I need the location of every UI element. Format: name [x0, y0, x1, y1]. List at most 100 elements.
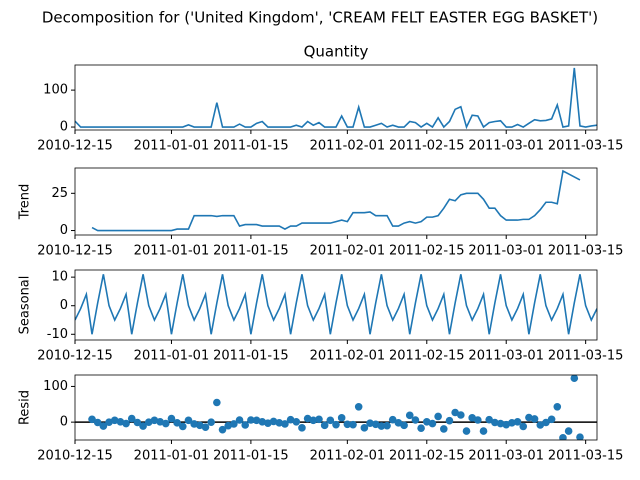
resid-point: [184, 416, 193, 425]
y-tick-label: 100: [43, 379, 68, 394]
resid-point: [525, 413, 533, 422]
x-tick-label: 2011-03-15: [548, 449, 624, 464]
resid-point: [508, 419, 516, 427]
resid-point: [383, 421, 391, 430]
x-tick-label: 2010-12-15: [37, 449, 113, 464]
x-tick-label: 2011-03-01: [468, 449, 544, 464]
resid-point: [343, 420, 352, 429]
x-tick-label: 2011-02-01: [310, 139, 386, 154]
resid-point: [570, 375, 579, 383]
x-tick-label: 2011-02-15: [389, 449, 465, 464]
chart-title: Decomposition for ('United Kingdom', 'CR…: [42, 9, 598, 27]
x-tick-label: 2011-02-15: [389, 244, 465, 259]
resid-point: [99, 422, 108, 430]
series-line: [91, 169, 581, 232]
resid-point: [457, 411, 465, 419]
y-tick-label: 0: [60, 415, 68, 430]
y-tick-label: 0: [60, 298, 68, 313]
resid-point: [167, 414, 176, 423]
y-tick-label: 10: [51, 270, 68, 285]
y-tick-label: 100: [43, 83, 68, 98]
y-axis-label: Seasonal: [18, 276, 33, 335]
x-tick-label: 2010-12-15: [37, 139, 113, 154]
x-tick-label: 2011-03-01: [468, 349, 544, 364]
panel-title: Quantity: [304, 43, 369, 61]
resid-point: [275, 419, 284, 427]
resid-point: [388, 415, 397, 424]
resid-point: [485, 415, 493, 424]
resid-point: [513, 417, 522, 426]
resid-point: [292, 417, 301, 426]
resid-point: [519, 422, 528, 431]
x-tick-label: 2011-01-15: [213, 139, 289, 154]
resid-point: [332, 420, 340, 429]
series-line: [75, 274, 597, 335]
y-tick-label: 0: [60, 120, 68, 135]
resid-point: [122, 419, 130, 428]
x-tick-label: 2011-01-01: [134, 139, 210, 154]
x-tick-label: 2011-03-01: [468, 139, 544, 154]
resid-point: [247, 416, 255, 424]
resid-point: [349, 420, 357, 429]
resid-point: [110, 416, 119, 425]
resid-point: [417, 424, 425, 433]
resid-point: [127, 414, 136, 423]
resid-point: [190, 420, 198, 428]
resid-point: [542, 418, 550, 427]
x-tick-label: 2011-01-01: [134, 449, 210, 464]
resid-point: [161, 419, 170, 428]
x-tick-label: 2011-02-01: [310, 349, 386, 364]
resid-point: [440, 425, 448, 433]
resid-point: [491, 418, 499, 427]
y-tick-label: -10: [47, 327, 68, 342]
resid-point: [133, 418, 142, 427]
x-tick-label: 2010-12-15: [37, 349, 113, 364]
resid-point: [252, 416, 261, 425]
resid-point: [218, 425, 227, 434]
x-tick-label: 2011-01-15: [213, 449, 289, 464]
resid-point: [298, 424, 306, 432]
resid-point: [235, 416, 244, 424]
y-axis-label: Resid: [18, 390, 33, 425]
x-tick-label: 2011-02-15: [389, 139, 465, 154]
resid-point: [93, 418, 102, 427]
resid-point: [405, 411, 414, 420]
resid-point: [547, 415, 556, 424]
resid-point: [462, 427, 471, 435]
x-tick-label: 2011-03-01: [468, 244, 544, 259]
resid-point: [315, 415, 323, 424]
axes-frame: [74, 64, 598, 131]
resid-point: [434, 412, 442, 421]
resid-point: [354, 402, 363, 411]
x-tick-label: 2011-01-01: [134, 244, 210, 259]
x-tick-label: 2011-01-15: [213, 244, 289, 259]
resid-point: [474, 416, 482, 424]
resid-point: [553, 402, 562, 411]
axes-frame: [74, 374, 598, 441]
x-tick-label: 2011-01-15: [213, 349, 289, 364]
resid-point: [207, 418, 215, 426]
x-tick-label: 2010-12-15: [37, 244, 113, 259]
resid-point: [377, 422, 386, 430]
resid-point: [451, 408, 459, 417]
resid-point: [536, 421, 545, 429]
resid-point: [269, 417, 278, 426]
resid-point: [179, 422, 187, 431]
resid-point: [139, 422, 147, 430]
resid-point: [281, 420, 289, 428]
resid-point: [88, 415, 96, 424]
resid-point: [213, 398, 221, 407]
x-tick-label: 2011-03-15: [548, 139, 624, 154]
resid-point: [428, 419, 437, 428]
x-tick-label: 2011-02-01: [310, 449, 386, 464]
series-line: [75, 67, 597, 130]
resid-point: [150, 416, 159, 425]
x-tick-label: 2011-02-01: [310, 244, 386, 259]
resid-point: [400, 421, 408, 430]
resid-point: [479, 427, 488, 435]
axes-frame: [74, 167, 598, 236]
resid-point: [309, 416, 318, 425]
x-tick-label: 2011-02-15: [389, 349, 465, 364]
resid-point: [230, 420, 238, 428]
